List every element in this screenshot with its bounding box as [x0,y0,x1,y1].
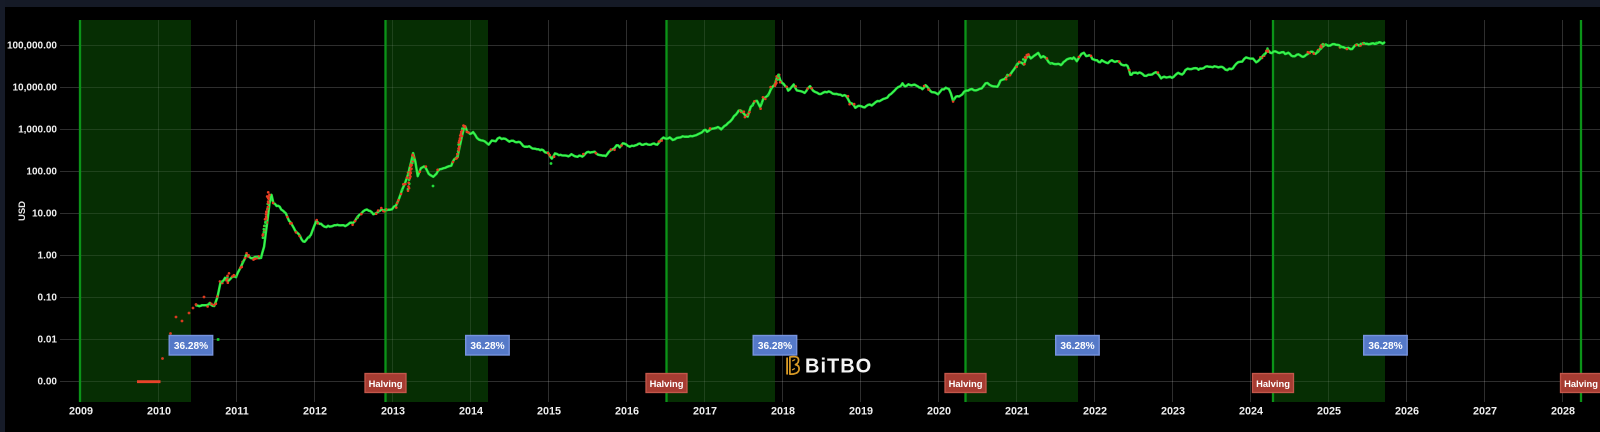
svg-text:2025: 2025 [1317,406,1341,418]
svg-text:100.00: 100.00 [26,167,57,178]
svg-text:2024: 2024 [1239,406,1263,418]
svg-text:36.28%: 36.28% [470,341,504,352]
svg-text:2026: 2026 [1395,406,1419,418]
svg-text:2016: 2016 [615,406,639,418]
svg-text:1,000.00: 1,000.00 [18,125,57,136]
svg-text:0.10: 0.10 [38,293,58,304]
svg-text:Halving: Halving [369,378,403,389]
svg-text:36.28%: 36.28% [758,341,792,352]
svg-text:2011: 2011 [225,406,248,418]
svg-text:2015: 2015 [537,406,561,418]
svg-text:BiTBO: BiTBO [805,356,872,378]
svg-text:0.01: 0.01 [38,335,58,346]
svg-text:2009: 2009 [69,406,93,418]
svg-text:36.28%: 36.28% [174,341,208,352]
svg-text:2027: 2027 [1473,406,1497,418]
svg-text:Halving: Halving [949,378,983,389]
svg-text:2017: 2017 [693,406,717,418]
svg-text:10.00: 10.00 [32,209,57,220]
svg-text:Halving: Halving [650,378,684,389]
svg-text:36.28%: 36.28% [1368,341,1402,352]
svg-text:Halving: Halving [1564,378,1598,389]
svg-text:100,000.00: 100,000.00 [7,41,57,52]
svg-text:Halving: Halving [1256,378,1290,389]
svg-text:36.28%: 36.28% [1060,341,1094,352]
svg-text:2023: 2023 [1161,406,1185,418]
svg-text:USD: USD [17,201,28,221]
svg-text:2020: 2020 [927,406,951,418]
svg-text:2012: 2012 [303,406,327,418]
svg-text:2013: 2013 [381,406,405,418]
svg-text:2010: 2010 [147,406,171,418]
svg-text:2028: 2028 [1551,406,1575,418]
svg-text:1.00: 1.00 [38,251,58,262]
svg-text:2022: 2022 [1083,406,1107,418]
svg-text:2018: 2018 [771,406,795,418]
svg-text:0.00: 0.00 [38,377,58,388]
svg-text:2014: 2014 [459,406,483,418]
svg-text:2021: 2021 [1005,406,1029,418]
svg-text:10,000.00: 10,000.00 [13,83,58,94]
svg-text:2019: 2019 [849,406,873,418]
